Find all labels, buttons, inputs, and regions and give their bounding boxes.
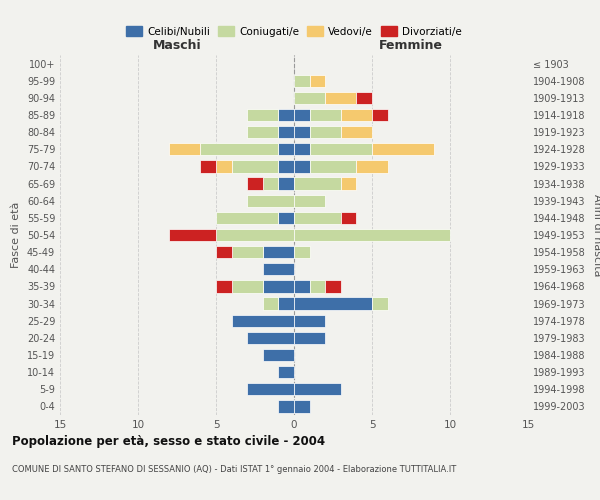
Bar xyxy=(341,126,372,138)
Bar xyxy=(278,400,294,412)
Bar xyxy=(200,160,216,172)
Text: Popolazione per età, sesso e stato civile - 2004: Popolazione per età, sesso e stato civil… xyxy=(12,435,325,448)
Bar xyxy=(247,194,294,207)
Bar xyxy=(310,74,325,87)
Bar xyxy=(325,92,356,104)
Bar xyxy=(263,178,278,190)
Bar xyxy=(294,400,310,412)
Y-axis label: Fasce di età: Fasce di età xyxy=(11,202,21,268)
Bar xyxy=(278,366,294,378)
Bar xyxy=(341,109,372,121)
Bar xyxy=(294,74,310,87)
Bar xyxy=(310,143,372,156)
Text: Maschi: Maschi xyxy=(152,38,202,52)
Bar xyxy=(278,160,294,172)
Bar xyxy=(325,280,341,292)
Bar xyxy=(216,212,278,224)
Bar xyxy=(263,349,294,361)
Bar xyxy=(216,280,232,292)
Bar xyxy=(310,109,341,121)
Bar xyxy=(294,109,310,121)
Bar xyxy=(247,332,294,344)
Bar xyxy=(294,194,325,207)
Y-axis label: Anni di nascita: Anni di nascita xyxy=(592,194,600,276)
Bar xyxy=(169,143,200,156)
Bar xyxy=(341,178,356,190)
Bar xyxy=(278,143,294,156)
Bar xyxy=(216,246,232,258)
Bar xyxy=(247,109,278,121)
Bar xyxy=(372,143,434,156)
Bar xyxy=(310,280,325,292)
Bar xyxy=(372,298,388,310)
Bar xyxy=(216,160,232,172)
Bar xyxy=(278,109,294,121)
Bar xyxy=(263,298,278,310)
Bar xyxy=(232,314,294,327)
Bar xyxy=(263,280,294,292)
Bar xyxy=(294,298,372,310)
Bar xyxy=(247,178,263,190)
Bar xyxy=(294,178,341,190)
Bar xyxy=(247,383,294,396)
Bar xyxy=(294,246,310,258)
Bar xyxy=(169,229,216,241)
Text: Femmine: Femmine xyxy=(379,38,443,52)
Bar xyxy=(232,280,263,292)
Bar xyxy=(232,246,263,258)
Legend: Celibi/Nubili, Coniugati/e, Vedovi/e, Divorziati/e: Celibi/Nubili, Coniugati/e, Vedovi/e, Di… xyxy=(124,24,464,38)
Bar xyxy=(356,92,372,104)
Bar xyxy=(356,160,388,172)
Bar xyxy=(294,143,310,156)
Bar xyxy=(232,160,278,172)
Bar xyxy=(294,92,325,104)
Bar xyxy=(278,212,294,224)
Bar xyxy=(372,109,388,121)
Bar xyxy=(294,383,341,396)
Bar xyxy=(216,229,294,241)
Bar xyxy=(263,246,294,258)
Bar xyxy=(278,178,294,190)
Bar xyxy=(247,126,278,138)
Bar xyxy=(294,212,341,224)
Bar xyxy=(294,229,450,241)
Bar xyxy=(294,160,310,172)
Bar xyxy=(341,212,356,224)
Bar xyxy=(278,298,294,310)
Bar xyxy=(278,126,294,138)
Bar xyxy=(310,126,341,138)
Bar xyxy=(294,126,310,138)
Bar xyxy=(263,263,294,276)
Bar xyxy=(294,280,310,292)
Bar xyxy=(310,160,356,172)
Bar xyxy=(294,314,325,327)
Text: COMUNE DI SANTO STEFANO DI SESSANIO (AQ) - Dati ISTAT 1° gennaio 2004 - Elaboraz: COMUNE DI SANTO STEFANO DI SESSANIO (AQ)… xyxy=(12,465,456,474)
Bar xyxy=(294,332,325,344)
Bar xyxy=(200,143,278,156)
